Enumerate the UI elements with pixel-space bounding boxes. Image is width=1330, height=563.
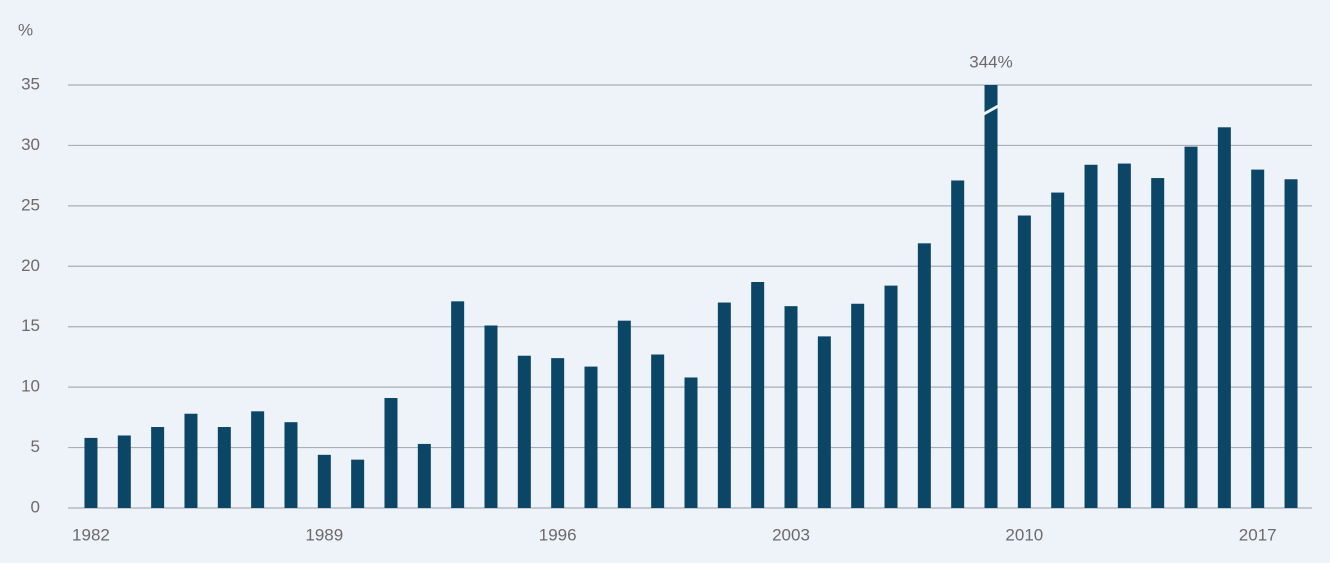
bar [1117, 163, 1131, 509]
y-axis-label: % [18, 20, 33, 39]
bar [617, 320, 631, 508]
bar [717, 302, 731, 508]
bar [217, 427, 231, 508]
bar [284, 422, 298, 508]
bar [251, 411, 265, 508]
x-tick-label: 2003 [772, 525, 810, 544]
y-tick-label: 5 [31, 437, 40, 456]
bar [1151, 178, 1165, 508]
bar [884, 285, 898, 508]
y-tick-label: 20 [21, 256, 40, 275]
bar [1217, 127, 1231, 509]
bar [1084, 164, 1098, 508]
bar [984, 85, 998, 508]
bar [684, 377, 698, 508]
bar [817, 336, 831, 508]
y-tick-label: 30 [21, 135, 40, 154]
bar [951, 180, 965, 508]
bar [517, 355, 531, 508]
axis-break [981, 103, 1001, 117]
x-tick-label: 1982 [72, 525, 110, 544]
bar [1017, 215, 1031, 509]
bar [1184, 146, 1198, 508]
bar [84, 437, 98, 508]
bar [317, 454, 331, 508]
x-tick-label: 1989 [305, 525, 343, 544]
y-tick-label: 15 [21, 316, 40, 335]
y-tick-label: 10 [21, 377, 40, 396]
bar [1284, 179, 1298, 509]
bar [784, 306, 798, 508]
bar [417, 443, 431, 508]
bar [1251, 169, 1265, 508]
bar [384, 398, 398, 508]
y-tick-label: 35 [21, 74, 40, 93]
bar [151, 427, 165, 508]
x-tick-label: 2017 [1239, 525, 1277, 544]
y-tick-label: 25 [21, 195, 40, 214]
bar [851, 303, 865, 508]
bar [751, 281, 765, 508]
bar [551, 358, 565, 508]
x-tick-label: 1996 [539, 525, 577, 544]
value-label: 344% [969, 52, 1012, 71]
bar [484, 325, 498, 508]
y-tick-label: 0 [31, 497, 40, 516]
bar [351, 459, 365, 508]
bar [1051, 192, 1065, 508]
bar [117, 435, 131, 508]
bar [917, 243, 931, 508]
bar [451, 301, 465, 508]
bar [584, 366, 598, 508]
bar [184, 413, 198, 508]
bar [651, 354, 665, 508]
x-tick-label: 2010 [1005, 525, 1043, 544]
